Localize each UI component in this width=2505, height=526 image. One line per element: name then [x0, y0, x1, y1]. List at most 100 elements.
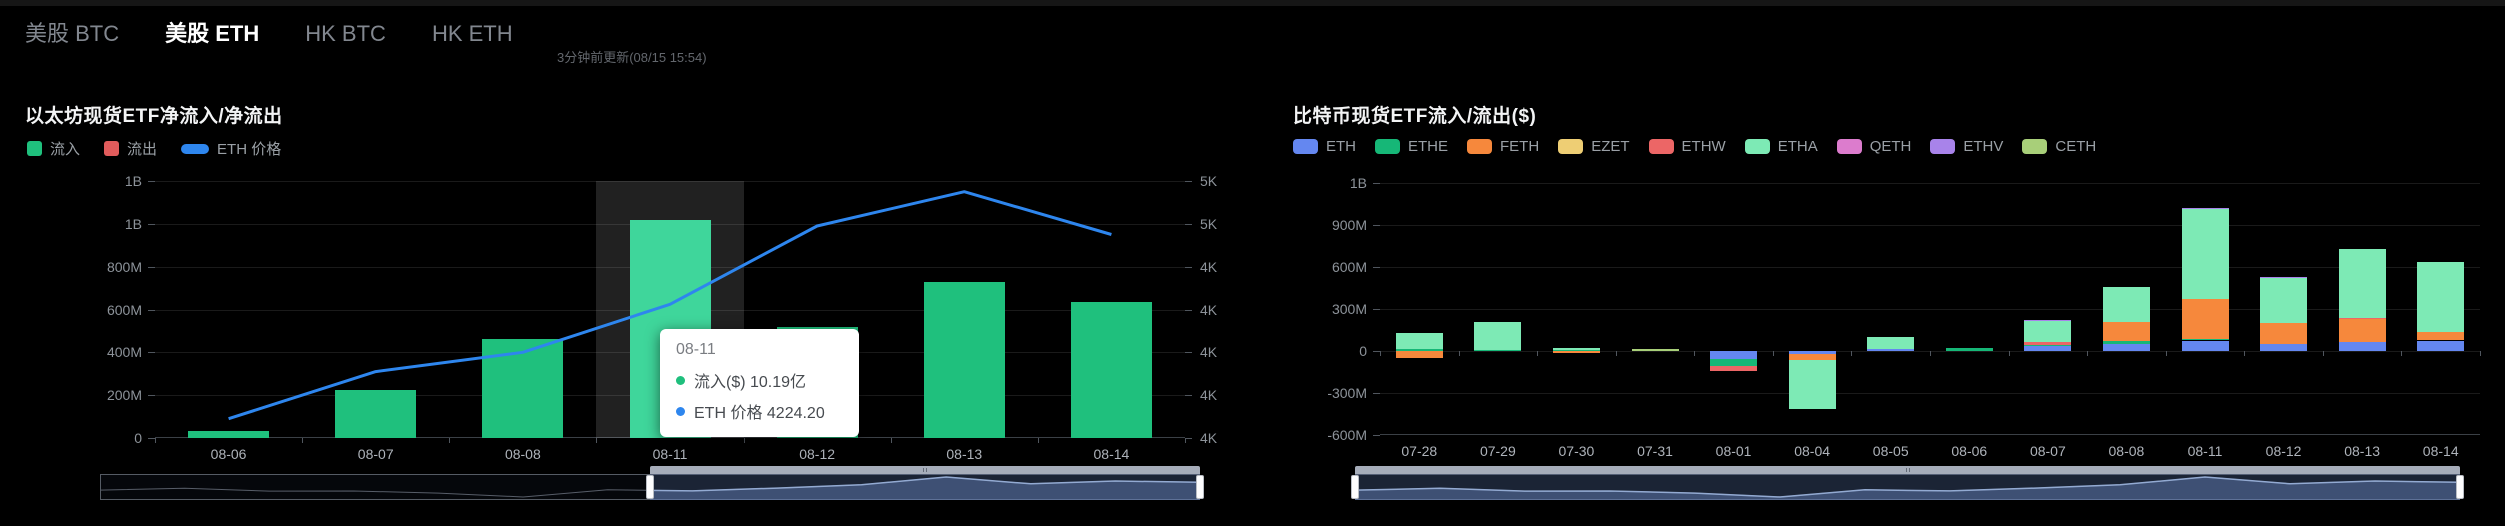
x-axis-label: 08-14 — [1093, 446, 1130, 462]
segment-ethw-08-07[interactable] — [2024, 341, 2072, 345]
segment-etha-08-13[interactable] — [2338, 248, 2386, 319]
segment-etha-07-28[interactable] — [1395, 333, 1443, 349]
segment-etha-08-05[interactable] — [1867, 337, 1915, 349]
segment-eth-08-04[interactable] — [1788, 351, 1836, 355]
segment-feth-08-08[interactable] — [2102, 321, 2150, 342]
right-data-zoom-slider[interactable] — [1351, 466, 2464, 500]
segment-ceth-07-31[interactable] — [1631, 349, 1679, 351]
segment-feth-08-13[interactable] — [2338, 319, 2386, 343]
segment-feth-07-28[interactable] — [1395, 351, 1443, 359]
etf-flow-by-fund-chart[interactable]: -600M -300M 0 300M 600M 900M 1B 07-28 07-29 07-30… — [1327, 175, 2481, 459]
legend-item-inflow[interactable]: 流入 — [27, 138, 80, 159]
x-axis-label: 07-28 — [1401, 443, 1438, 459]
segment-etha-08-14[interactable] — [2417, 261, 2465, 333]
y-axis-label-right: 5K — [1200, 215, 1218, 232]
datazoom-handle-left[interactable] — [646, 475, 654, 499]
segment-etha-07-29[interactable] — [1474, 322, 1522, 350]
left-data-zoom-slider[interactable] — [100, 466, 1204, 500]
datazoom-handle-right[interactable] — [1196, 475, 1204, 499]
legend-item-ethw[interactable]: ETHW — [1648, 138, 1726, 155]
segment-feth-08-11[interactable] — [2181, 299, 2229, 339]
segment-ethv-08-11[interactable] — [2181, 208, 2229, 210]
x-axis-label: 08-01 — [1715, 443, 1752, 459]
segment-ethw-08-13[interactable] — [2338, 318, 2386, 320]
tooltip-row-text: ETH 价格 4224.20 — [694, 405, 825, 422]
legend-item-ezet[interactable]: EZET — [1558, 138, 1630, 155]
datazoom-handle-left[interactable] — [1351, 475, 1359, 499]
tab-us-btc[interactable]: 美股 BTC — [25, 21, 120, 46]
segment-eth-08-01[interactable] — [1710, 351, 1758, 360]
legend-item-eth[interactable]: ETH — [1293, 138, 1356, 155]
segment-ethe-07-30[interactable] — [1552, 350, 1600, 351]
segment-feth-08-04[interactable] — [1788, 354, 1836, 361]
segment-ethv-08-12[interactable] — [2260, 276, 2308, 279]
x-axis-label: 08-06 — [210, 446, 247, 462]
segment-feth-08-12[interactable] — [2260, 322, 2308, 344]
segment-ethe-08-08[interactable] — [2102, 341, 2150, 344]
eth-net-flow-chart[interactable]: 0 4K 200M 4K 400M 4K 600M 4K 800M 4K 1B 5K 1B 5K 08-06… — [107, 173, 1217, 462]
segment-ethe-07-29[interactable] — [1474, 349, 1522, 351]
segment-eth-08-14[interactable] — [2417, 340, 2465, 351]
segment-etha-07-30[interactable] — [1552, 347, 1600, 350]
segment-ethe-08-11[interactable] — [2181, 338, 2229, 341]
segment-ethe-07-28[interactable] — [1395, 348, 1443, 351]
ezet-legend-marker — [1558, 139, 1584, 154]
bar-inflow-08-13[interactable] — [923, 281, 1005, 438]
legend-item-ethe[interactable]: ETHE — [1375, 138, 1448, 155]
segment-ethe-08-07[interactable] — [2024, 344, 2072, 347]
segment-eth-08-05[interactable] — [1867, 348, 1915, 351]
segment-etha-08-12[interactable] — [2260, 278, 2308, 323]
segment-eth-08-13[interactable] — [2338, 342, 2386, 351]
x-axis-tick — [449, 438, 451, 443]
x-axis-label: 08-05 — [1872, 443, 1909, 459]
segment-etha-08-04[interactable] — [1788, 360, 1836, 410]
x-axis-tick — [2244, 351, 2246, 356]
legend-item-eth-price[interactable]: ETH 价格 — [181, 138, 281, 159]
tab-hk-btc[interactable]: HK BTC — [305, 21, 386, 46]
segment-etha-08-08[interactable] — [2102, 286, 2150, 322]
datazoom-selection[interactable] — [1355, 474, 2460, 500]
bar-inflow-08-14[interactable] — [1070, 302, 1152, 438]
legend-item-feth[interactable]: FETH — [1467, 138, 1539, 155]
segment-ethw-08-01[interactable] — [1710, 365, 1758, 371]
y-axis-label-right: 4K — [1200, 258, 1218, 275]
segment-ethe-08-06[interactable] — [1945, 347, 1993, 351]
legend-item-ethv[interactable]: ETHV — [1930, 138, 2003, 155]
segment-eth-08-12[interactable] — [2260, 343, 2308, 351]
etha-legend-marker — [1744, 139, 1770, 154]
legend-label: ETH — [1326, 138, 1356, 155]
legend-item-etha[interactable]: ETHA — [1744, 138, 1818, 155]
segment-eth-08-07[interactable] — [2024, 346, 2072, 351]
gridline — [1380, 225, 2480, 226]
y-axis-label: 600M — [106, 301, 142, 318]
legend-item-ceth[interactable]: CETH — [2022, 138, 2096, 155]
x-axis-label: 08-07 — [357, 446, 394, 462]
x-axis-tick — [1615, 351, 1617, 356]
bar-inflow-08-06[interactable] — [188, 430, 270, 438]
y-axis-tick-right — [1185, 266, 1192, 268]
y-axis-tick — [1373, 309, 1380, 310]
segment-eth-08-11[interactable] — [2181, 340, 2229, 351]
y-axis-tick — [148, 181, 155, 182]
segment-eth-08-08[interactable] — [2102, 343, 2150, 351]
tab-us-eth[interactable]: 美股 ETH — [165, 21, 260, 46]
segment-etha-08-07[interactable] — [2024, 320, 2072, 342]
legend-item-outflow[interactable]: 流出 — [104, 138, 157, 159]
segment-ethe-08-01[interactable] — [1710, 359, 1758, 366]
datazoom-move-handle[interactable] — [1355, 466, 2460, 474]
y-axis-label: 900M — [1331, 217, 1367, 233]
x-axis-label: 08-08 — [2108, 443, 2145, 459]
x-axis-label: 08-12 — [799, 446, 836, 462]
segment-ethv-08-07[interactable] — [2024, 319, 2072, 321]
datazoom-move-handle[interactable] — [650, 466, 1200, 474]
y-axis-tick — [1373, 393, 1380, 394]
legend-item-qeth[interactable]: QETH — [1836, 138, 1911, 155]
datazoom-handle-right[interactable] — [2456, 475, 2464, 499]
segment-etha-08-11[interactable] — [2181, 209, 2229, 300]
datazoom-track[interactable] — [1355, 474, 2460, 500]
x-axis-tick — [302, 438, 304, 443]
bar-inflow-08-07[interactable] — [335, 389, 417, 438]
tab-hk-eth[interactable]: HK ETH — [431, 21, 513, 46]
segment-feth-08-14[interactable] — [2417, 332, 2465, 341]
segment-feth-07-30[interactable] — [1552, 351, 1600, 353]
